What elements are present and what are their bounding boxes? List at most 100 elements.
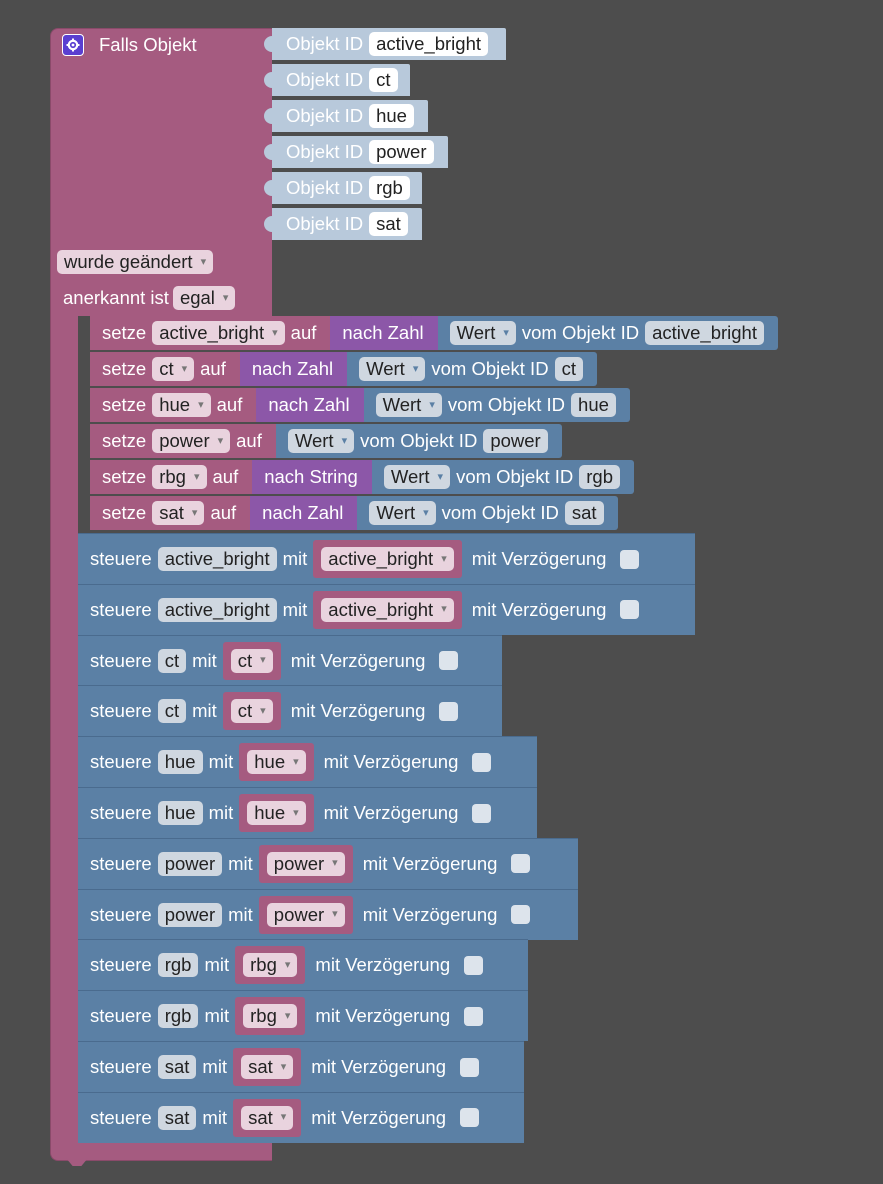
convert-block[interactable]: nach Zahl [250, 496, 358, 530]
steuere-object-field[interactable]: hue [157, 801, 203, 825]
trigger-dropdown[interactable]: wurde geändert [57, 250, 214, 274]
steuere-row[interactable]: steuerepowermitpowermit Verzögerung [78, 888, 578, 940]
setze-block[interactable]: setzesatauf [90, 496, 251, 530]
convert-block[interactable]: nach String [252, 460, 372, 494]
steuere-row[interactable]: steuereactive_brightmitactive_brightmit … [78, 583, 695, 635]
variable-block[interactable]: ct [222, 692, 281, 731]
variable-block[interactable]: active_bright [313, 540, 462, 578]
variable-block[interactable]: hue [239, 794, 314, 832]
delay-checkbox[interactable] [511, 905, 531, 925]
objekt-id-field[interactable]: hue [571, 393, 616, 417]
variable-block[interactable]: ct [222, 641, 281, 680]
delay-checkbox[interactable] [460, 1057, 480, 1077]
variable-dropdown[interactable]: active_bright [321, 597, 454, 622]
delay-checkbox[interactable] [620, 600, 640, 620]
variable-dropdown[interactable]: active_bright [321, 547, 454, 571]
steuere-object-field[interactable]: hue [157, 750, 203, 775]
wert-dropdown[interactable]: Wert [449, 321, 516, 345]
convert-block[interactable]: nach Zahl [239, 352, 348, 386]
variable-block[interactable]: active_bright [313, 590, 462, 629]
variable-dropdown[interactable]: sat [241, 1105, 294, 1130]
setze-variable-dropdown[interactable]: power [152, 429, 231, 453]
objekt-id-value[interactable]: ct [369, 68, 398, 92]
variable-dropdown[interactable]: ct [230, 648, 273, 673]
delay-checkbox[interactable] [472, 803, 492, 823]
steuere-row[interactable]: steueresatmitsatmit Verzögerung [78, 1091, 524, 1143]
steuere-row[interactable]: steuerehuemithuemit Verzögerung [78, 787, 537, 838]
steuere-row[interactable]: steuereactive_brightmitactive_brightmit … [78, 533, 695, 584]
convert-block[interactable]: nach Zahl [256, 388, 364, 422]
variable-dropdown[interactable]: rbg [243, 953, 298, 978]
variable-dropdown[interactable]: rbg [243, 1004, 298, 1029]
variable-dropdown[interactable]: ct [230, 699, 273, 724]
objekt-id-block[interactable]: Objekt ID active_bright [264, 28, 506, 60]
objekt-id-field[interactable]: rgb [579, 465, 621, 489]
objekt-id-value[interactable]: active_bright [369, 32, 489, 56]
variable-block[interactable]: rbg [235, 946, 306, 985]
setze-variable-dropdown[interactable]: sat [152, 501, 205, 525]
variable-block[interactable]: rbg [235, 997, 306, 1036]
delay-checkbox[interactable] [460, 1108, 480, 1128]
steuere-object-field[interactable]: power [157, 851, 223, 876]
setze-row[interactable]: setzerbgaufnach StringWertvom Objekt IDr… [78, 460, 635, 494]
delay-checkbox[interactable] [511, 854, 531, 874]
steuere-object-field[interactable]: ct [157, 648, 187, 673]
delay-checkbox[interactable] [439, 651, 459, 671]
steuere-row[interactable]: steuerectmitctmit Verzögerung [78, 634, 502, 686]
variable-block[interactable]: power [258, 895, 353, 934]
objekt-id-value[interactable]: hue [369, 104, 414, 128]
setze-variable-dropdown[interactable]: rbg [152, 465, 207, 489]
delay-checkbox[interactable] [439, 701, 459, 721]
variable-dropdown[interactable]: hue [247, 801, 306, 825]
wert-dropdown[interactable]: Wert [287, 429, 355, 453]
steuere-object-field[interactable]: active_bright [157, 547, 277, 571]
objekt-id-field[interactable]: active_bright [645, 321, 764, 345]
variable-block[interactable]: sat [233, 1048, 302, 1086]
setze-block[interactable]: setzehueauf [90, 388, 257, 422]
setze-block[interactable]: setzepowerauf [90, 424, 276, 458]
setze-variable-dropdown[interactable]: ct [152, 357, 195, 381]
variable-dropdown[interactable]: sat [241, 1055, 294, 1079]
objekt-id-block[interactable]: Objekt ID sat [264, 208, 422, 240]
delay-checkbox[interactable] [620, 549, 640, 569]
steuere-row[interactable]: steuerehuemithuemit Verzögerung [78, 736, 537, 788]
setze-block[interactable]: setzectauf [90, 352, 240, 386]
variable-dropdown[interactable]: power [266, 902, 345, 927]
steuere-object-field[interactable]: sat [157, 1105, 197, 1130]
steuere-row[interactable]: steueresatmitsatmit Verzögerung [78, 1041, 524, 1092]
ack-dropdown[interactable]: egal [172, 286, 236, 310]
wert-dropdown[interactable]: Wert [375, 393, 442, 417]
objekt-id-value[interactable]: sat [369, 212, 408, 236]
objekt-id-block[interactable]: Objekt ID hue [264, 100, 428, 132]
setze-variable-dropdown[interactable]: hue [152, 393, 211, 417]
wert-dropdown[interactable]: Wert [383, 465, 451, 489]
objekt-id-field[interactable]: ct [554, 357, 583, 381]
objekt-id-value[interactable]: power [369, 140, 434, 164]
gear-icon[interactable] [62, 34, 84, 56]
steuere-object-field[interactable]: power [157, 902, 223, 927]
variable-dropdown[interactable]: hue [247, 750, 306, 775]
variable-block[interactable]: sat [233, 1098, 302, 1137]
objekt-id-block[interactable]: Objekt ID power [264, 136, 448, 168]
steuere-row[interactable]: steuerepowermitpowermit Verzögerung [78, 837, 578, 889]
steuere-row[interactable]: steuerectmitctmit Verzögerung [78, 685, 502, 737]
delay-checkbox[interactable] [472, 752, 492, 772]
objekt-id-value[interactable]: rgb [369, 176, 410, 200]
wert-dropdown[interactable]: Wert [359, 357, 426, 381]
objekt-id-field[interactable]: sat [564, 501, 604, 525]
delay-checkbox[interactable] [464, 955, 484, 975]
convert-block[interactable]: nach Zahl [330, 316, 438, 350]
variable-dropdown[interactable]: power [266, 851, 345, 876]
